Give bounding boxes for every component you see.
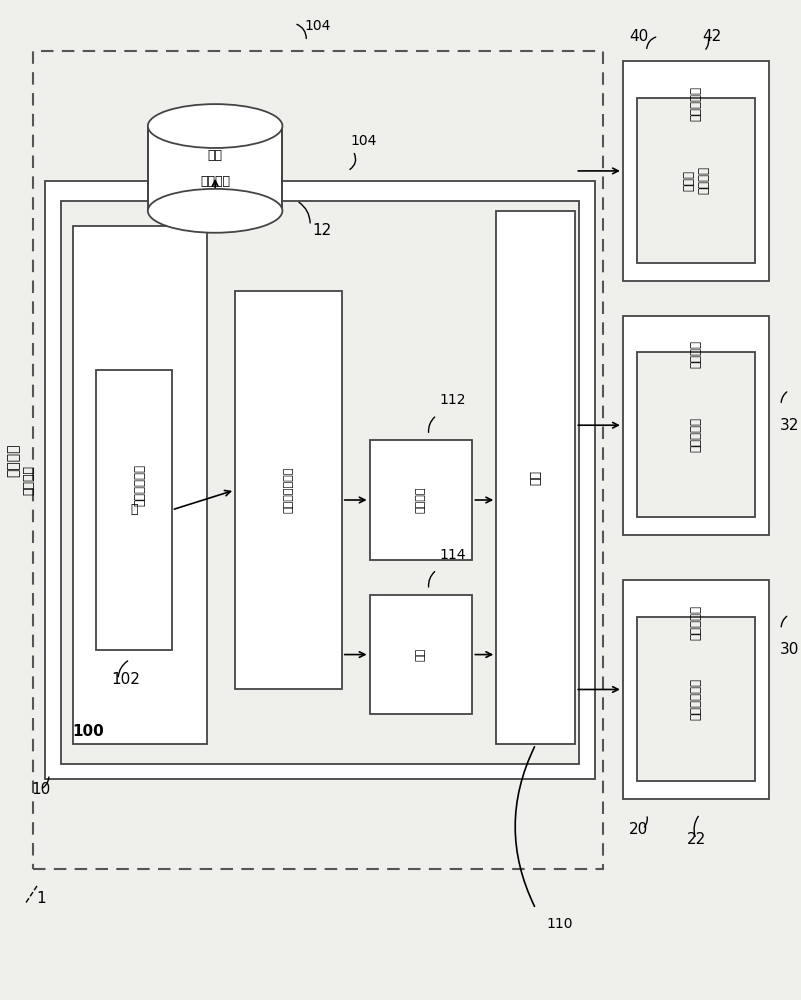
Text: 110: 110: [546, 917, 573, 931]
Text: 存儲装置: 存儲装置: [200, 175, 230, 188]
FancyBboxPatch shape: [45, 181, 595, 779]
Text: 第三方系统: 第三方系统: [690, 86, 702, 121]
Ellipse shape: [148, 104, 283, 148]
FancyBboxPatch shape: [96, 370, 171, 650]
FancyBboxPatch shape: [623, 316, 769, 535]
Text: 112: 112: [440, 393, 466, 407]
FancyBboxPatch shape: [73, 226, 207, 744]
Ellipse shape: [148, 189, 283, 233]
Text: 深度神经网络: 深度神经网络: [134, 464, 147, 506]
Text: 104: 104: [305, 19, 332, 33]
Text: 40: 40: [629, 29, 648, 44]
Text: 界面: 界面: [529, 470, 542, 485]
FancyBboxPatch shape: [235, 291, 342, 689]
Text: 预测: 预测: [416, 648, 426, 661]
FancyBboxPatch shape: [623, 61, 769, 281]
FancyBboxPatch shape: [369, 440, 473, 560]
FancyBboxPatch shape: [369, 595, 473, 714]
Text: 异常值量: 异常值量: [416, 487, 426, 513]
Text: 20: 20: [629, 822, 648, 837]
Text: 100: 100: [73, 724, 104, 739]
Text: 程序客户端: 程序客户端: [690, 417, 702, 452]
FancyBboxPatch shape: [637, 352, 755, 517]
Text: 12: 12: [312, 223, 332, 238]
Text: 用户应用程序: 用户应用程序: [690, 678, 702, 720]
FancyBboxPatch shape: [496, 211, 575, 744]
FancyBboxPatch shape: [33, 51, 603, 869]
Text: 22: 22: [686, 832, 706, 847]
Text: 用户客户端: 用户客户端: [690, 605, 702, 640]
Text: 114: 114: [440, 548, 466, 562]
FancyBboxPatch shape: [148, 126, 283, 211]
FancyBboxPatch shape: [637, 617, 755, 781]
Text: 数据: 数据: [207, 149, 223, 162]
Text: 102: 102: [111, 672, 140, 687]
Text: 异常值检测模块: 异常值检测模块: [284, 467, 293, 513]
FancyBboxPatch shape: [61, 201, 579, 764]
Text: 10: 10: [31, 782, 50, 797]
FancyBboxPatch shape: [637, 98, 755, 263]
Text: 30: 30: [779, 642, 799, 657]
Text: 1: 1: [36, 891, 46, 906]
Text: 应用程序: 应用程序: [22, 465, 35, 495]
Text: 控制系统: 控制系统: [690, 340, 702, 368]
Text: 42: 42: [702, 29, 722, 44]
Text: 层: 层: [131, 503, 138, 516]
Text: 104: 104: [351, 134, 377, 148]
Text: 第三方
应用程序: 第三方 应用程序: [682, 166, 710, 194]
FancyBboxPatch shape: [623, 580, 769, 799]
Text: 计算系统: 计算系统: [6, 443, 20, 477]
Text: 32: 32: [779, 418, 799, 433]
